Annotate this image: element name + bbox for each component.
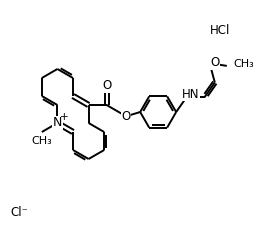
Text: CH₃: CH₃ xyxy=(234,59,255,69)
Text: CH₃: CH₃ xyxy=(31,136,52,146)
Text: O: O xyxy=(210,56,219,69)
Text: Cl⁻: Cl⁻ xyxy=(10,207,28,220)
Text: O: O xyxy=(102,79,111,92)
Text: HN: HN xyxy=(182,87,199,100)
Text: N: N xyxy=(53,116,62,129)
Text: +: + xyxy=(60,112,69,122)
Text: HCl: HCl xyxy=(210,25,230,38)
Text: O: O xyxy=(121,111,131,123)
